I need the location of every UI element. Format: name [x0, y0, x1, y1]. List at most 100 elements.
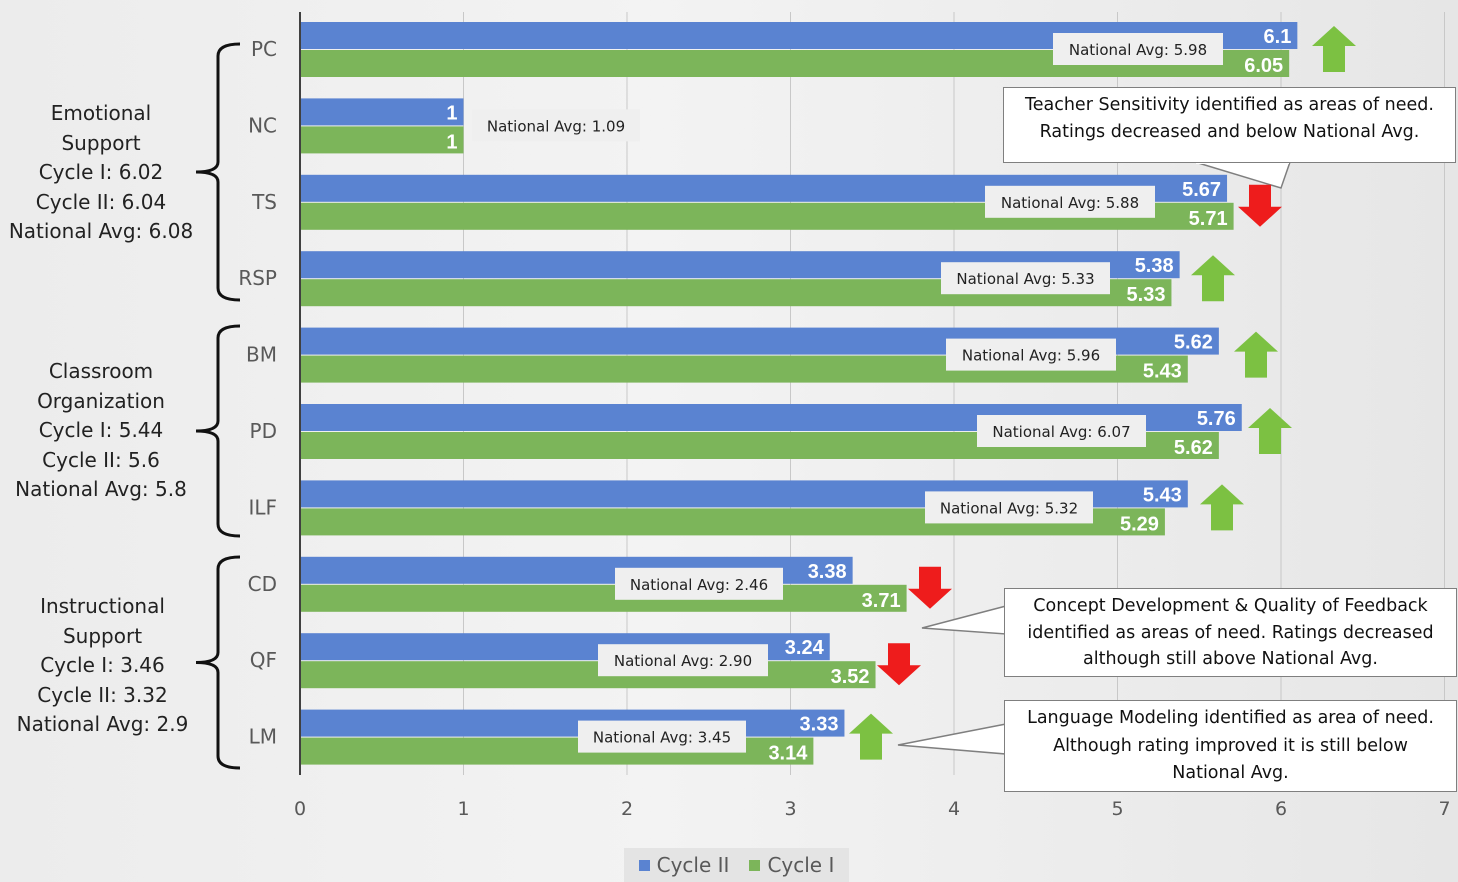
- national-avg-box: [941, 262, 1110, 295]
- x-tick-label: 3: [784, 798, 796, 820]
- callout-language-modeling: Language Modeling identified as area of …: [1004, 700, 1457, 792]
- category-label: RSP: [238, 266, 277, 290]
- bar-cycle-i: [301, 661, 876, 689]
- national-avg-label: National Avg: 2.90: [614, 652, 752, 670]
- callout-line: identified as areas of need. Ratings dec…: [1027, 622, 1434, 643]
- bar-cycle-i: [301, 126, 464, 154]
- bracket-emotional-support: [195, 42, 241, 302]
- group-line: National Avg: 5.8: [15, 477, 187, 501]
- national-avg-labels: National Avg: 5.98 National Avg: 1.09 Nati…: [472, 33, 1223, 753]
- national-avg-box: [578, 720, 746, 753]
- axes: 0 1 2 3 4 5 6 7 PC NC TS RSP BM PD ILF CD QF LM: [238, 12, 1451, 820]
- national-avg-box: [615, 567, 783, 600]
- group-line: Instructional: [40, 594, 165, 618]
- national-avg-label: National Avg: 5.96: [962, 347, 1100, 365]
- data-label-cycle-ii: 1: [446, 102, 457, 124]
- category-label: CD: [248, 572, 277, 596]
- callout-line: Concept Development & Quality of Feedbac…: [1033, 596, 1428, 616]
- data-label-cycle-i: 5.62: [1174, 437, 1213, 459]
- up-arrow-icon: [1234, 331, 1278, 378]
- category-label: TS: [251, 190, 277, 214]
- group-line: Classroom: [48, 359, 154, 383]
- callout-concept-development: Concept Development & Quality of Feedbac…: [1004, 588, 1457, 677]
- up-arrow-icon: [1312, 26, 1356, 72]
- data-label-cycle-i: 1: [446, 131, 457, 153]
- x-tick-label: 1: [457, 798, 469, 820]
- group-line: Cycle I: 5.44: [38, 418, 164, 442]
- national-avg-box: [985, 185, 1155, 218]
- bracket-instructional-support: [195, 555, 241, 770]
- data-label-cycle-ii: 5.62: [1174, 332, 1213, 354]
- national-avg-label: National Avg: 5.33: [956, 270, 1094, 288]
- data-label-cycle-ii: 5.43: [1143, 484, 1182, 506]
- category-label: NC: [248, 113, 277, 137]
- group-line: National Avg: 2.9: [16, 712, 189, 736]
- group-line: Cycle I: 6.02: [38, 160, 164, 184]
- category-label: PC: [251, 37, 277, 61]
- national-avg-label: National Avg: 5.88: [1001, 194, 1139, 212]
- category-label: ILF: [248, 495, 277, 519]
- national-avg-label: National Avg: 1.09: [487, 117, 625, 135]
- callout-line: Although rating improved it is still bel…: [1053, 735, 1408, 756]
- group-label-classroom-organization: Classroom Organization Cycle I: 5.44 Cyc…: [0, 357, 202, 505]
- callout-teacher-sensitivity: Teacher Sensitivity identified as areas …: [1003, 87, 1456, 163]
- group-line: Support: [61, 130, 141, 155]
- national-avg-label: National Avg: 6.07: [992, 423, 1130, 441]
- category-label: LM: [249, 725, 277, 749]
- group-line: Emotional: [50, 101, 152, 125]
- national-avg-label: National Avg: 3.45: [593, 729, 731, 747]
- group-line: Cycle I: 3.46: [40, 653, 165, 677]
- group-line: Cycle II: 3.32: [37, 682, 168, 707]
- group-line: Organization: [37, 388, 165, 413]
- callout-line: Teacher Sensitivity identified as areas …: [1025, 95, 1434, 115]
- x-tick-label: 0: [294, 798, 306, 820]
- up-arrow-icon: [1200, 484, 1244, 531]
- data-label-cycle-i: 3.52: [831, 666, 870, 688]
- x-tick-label: 4: [948, 798, 960, 820]
- group-line: Cycle II: 5.6: [42, 447, 160, 472]
- group-line: Cycle II: 6.04: [35, 189, 167, 214]
- legend-label: Cycle I: [767, 853, 835, 877]
- legend: Cycle II Cycle I: [624, 848, 849, 882]
- national-avg-box: [925, 491, 1093, 524]
- national-avg-label: National Avg: 5.98: [1069, 41, 1207, 59]
- bracket-classroom-organization: [195, 324, 241, 538]
- legend-item-cycle-ii: Cycle II: [638, 853, 730, 877]
- callout-line: National Avg.: [1172, 763, 1289, 783]
- x-tick-label: 5: [1111, 798, 1123, 820]
- legend-label: Cycle II: [656, 853, 730, 877]
- bar-cycle-ii: [301, 98, 464, 126]
- down-arrow-icon: [877, 643, 921, 686]
- callout-line: although still above National Avg.: [1083, 649, 1378, 669]
- data-label-cycle-i: 5.71: [1189, 208, 1228, 230]
- x-tick-label: 7: [1438, 798, 1450, 820]
- up-arrow-icon: [1248, 408, 1292, 454]
- callout-line: Ratings decreased and below National Avg…: [1039, 122, 1420, 142]
- data-label-cycle-ii: 6.1: [1264, 26, 1292, 48]
- callout-tail: [921, 605, 1007, 635]
- callout-tail: [897, 723, 1007, 755]
- callout-tails: [897, 160, 1292, 755]
- group-line: Support: [62, 623, 143, 648]
- x-tick-label: 2: [621, 798, 633, 820]
- national-avg-label: National Avg: 2.46: [630, 576, 768, 594]
- bar-cycle-i: [301, 584, 907, 612]
- x-tick-label: 6: [1275, 798, 1287, 820]
- data-label-cycle-ii: 3.33: [800, 714, 839, 736]
- trend-arrows: [849, 26, 1356, 760]
- group-line: National Avg: 6.08: [8, 219, 194, 243]
- national-avg-box: [977, 415, 1146, 447]
- data-label-cycle-i: 3.14: [768, 743, 808, 765]
- national-avg-box: [946, 338, 1116, 371]
- data-label-cycle-i: 5.29: [1120, 513, 1159, 535]
- group-label-instructional-support: Instructional Support Cycle I: 3.46 Cycl…: [0, 592, 205, 740]
- national-avg-label: National Avg: 5.32: [940, 499, 1078, 517]
- national-avg-box: [1053, 33, 1223, 65]
- bar-cycle-ii: [301, 709, 845, 737]
- legend-swatch: [749, 859, 761, 871]
- national-avg-box: [472, 109, 640, 142]
- down-arrow-icon: [1238, 184, 1282, 227]
- data-label-cycle-i: 5.33: [1127, 284, 1166, 306]
- data-label-cycle-i: 5.43: [1143, 361, 1182, 383]
